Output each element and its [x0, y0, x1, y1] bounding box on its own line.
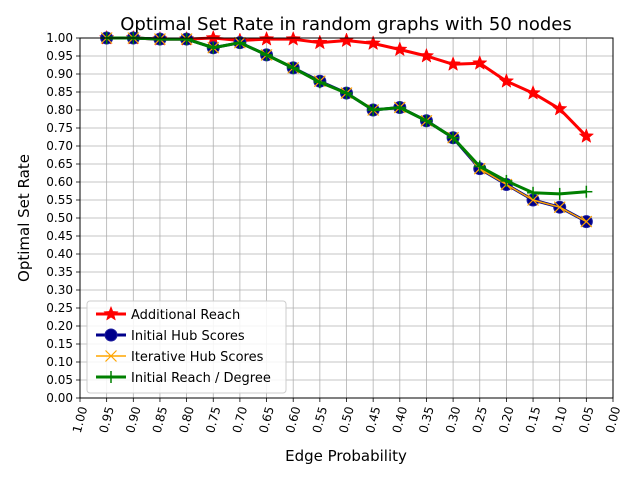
- legend-entry: Iterative Hub Scores: [96, 350, 264, 365]
- legend-label: Initial Reach / Degree: [131, 371, 271, 386]
- x-axis-title: Edge Probability: [285, 447, 407, 465]
- data-point: [525, 84, 541, 100]
- x-tick-label: 0.55: [310, 405, 330, 434]
- data-point: [340, 87, 353, 100]
- data-point: [207, 41, 220, 54]
- y-axis-title: Optimal Set Rate: [15, 154, 33, 282]
- y-tick-label: 0.80: [46, 103, 73, 117]
- y-tick-label: 0.65: [46, 157, 73, 171]
- x-tick-label: 0.90: [123, 405, 143, 434]
- legend-marker: [105, 371, 117, 383]
- legend-entry: Initial Hub Scores: [96, 328, 245, 344]
- y-tick-label: 0.60: [46, 175, 73, 189]
- x-tick-label: 0.15: [523, 405, 543, 434]
- y-tick-label: 0.00: [46, 391, 73, 405]
- legend-label: Iterative Hub Scores: [131, 350, 264, 365]
- x-tick-label: 0.80: [176, 405, 196, 434]
- legend: Additional Reach Initial Hub Scores Iterat…: [86, 300, 287, 394]
- data-point: [553, 187, 566, 200]
- x-tick-label: 0.20: [496, 405, 516, 434]
- x-tick-label: 0.40: [390, 405, 410, 434]
- y-tick-label: 0.90: [46, 67, 73, 81]
- data-point: [418, 47, 435, 63]
- data-point: [498, 73, 515, 88]
- data-point: [367, 104, 380, 116]
- x-tick-label: 0.50: [336, 405, 356, 434]
- y-tick-label: 0.10: [46, 355, 73, 369]
- x-tick-label: 0.35: [416, 405, 436, 434]
- data-point: [392, 41, 408, 57]
- y-axis: 0.00 0.05 0.10 0.15 0.20 0.25 0.30 0.35 0.40 0.45…: [46, 31, 80, 405]
- x-axis: 1.00 0.95 0.90 0.85 0.80 0.75 0.70 0.65 0.60 0.55…: [70, 398, 623, 434]
- y-tick-label: 0.35: [46, 265, 73, 279]
- y-tick-label: 0.25: [46, 301, 73, 315]
- data-point: [500, 174, 513, 187]
- data-point: [180, 33, 193, 46]
- legend-box: [86, 300, 287, 394]
- data-point: [287, 61, 300, 74]
- legend-label: Initial Hub Scores: [131, 329, 245, 344]
- data-point-stroke: [553, 201, 566, 214]
- y-tick-label: 0.75: [46, 121, 73, 135]
- data-point: [447, 131, 460, 144]
- series-layer: [98, 29, 595, 229]
- data-point: [153, 33, 166, 46]
- legend-entry: Initial Reach / Degree: [96, 371, 271, 386]
- data-point: [553, 201, 566, 214]
- data-point: [260, 48, 273, 61]
- y-tick-label: 0.05: [46, 373, 73, 387]
- x-tick-label: 0.25: [470, 405, 490, 434]
- y-tick-label: 0.95: [46, 49, 73, 63]
- y-tick-label: 0.30: [46, 283, 73, 297]
- x-tick-label: 0.10: [550, 405, 570, 434]
- x-tick-label: 0.60: [283, 405, 303, 434]
- y-tick-label: 0.55: [46, 193, 73, 207]
- x-tick-label: 0.30: [443, 405, 463, 434]
- x-tick-label: 0.65: [256, 405, 276, 434]
- y-tick-label: 0.20: [46, 319, 73, 333]
- legend-label: Additional Reach: [131, 308, 240, 323]
- data-point: [471, 55, 488, 70]
- y-tick-label: 1.00: [46, 31, 73, 45]
- x-tick-label: 0.85: [150, 405, 170, 434]
- y-tick-label: 0.45: [46, 229, 73, 243]
- x-tick-label: 0.45: [363, 405, 383, 434]
- data-point: [527, 186, 540, 199]
- x-tick-label: 0.05: [576, 405, 596, 434]
- data-point-stroke: [580, 215, 593, 228]
- legend-entry: Additional Reach: [96, 305, 240, 323]
- legend-marker-stroke: [105, 350, 117, 362]
- data-point: [420, 114, 433, 127]
- legend-marker: [103, 305, 119, 321]
- data-point: [312, 34, 328, 50]
- data-point: [445, 56, 461, 71]
- data-point: [313, 76, 326, 89]
- x-tick-label: 0.95: [96, 405, 116, 434]
- data-point: [233, 36, 246, 49]
- data-point: [393, 101, 406, 114]
- data-point: [365, 35, 381, 51]
- y-tick-label: 0.70: [46, 139, 73, 153]
- y-tick-label: 0.40: [46, 247, 73, 261]
- x-tick-label: 0.00: [603, 405, 623, 434]
- chart-title: Optimal Set Rate in random graphs with 5…: [120, 14, 572, 35]
- data-point: [205, 29, 222, 45]
- y-tick-label: 0.50: [46, 211, 73, 225]
- y-tick-label: 0.15: [46, 337, 73, 351]
- legend-marker: [104, 328, 118, 342]
- x-tick-label: 1.00: [70, 405, 90, 434]
- data-point: [580, 185, 593, 198]
- data-point: [527, 194, 539, 206]
- data-point-stroke: [527, 194, 539, 206]
- x-tick-label: 0.75: [203, 405, 223, 434]
- data-point: [578, 128, 595, 143]
- y-tick-label: 0.85: [46, 85, 73, 99]
- data-point: [473, 160, 486, 173]
- x-tick-label: 0.70: [230, 405, 250, 434]
- data-point: [580, 215, 593, 228]
- legend-marker: [105, 350, 117, 362]
- data-point: [551, 100, 568, 116]
